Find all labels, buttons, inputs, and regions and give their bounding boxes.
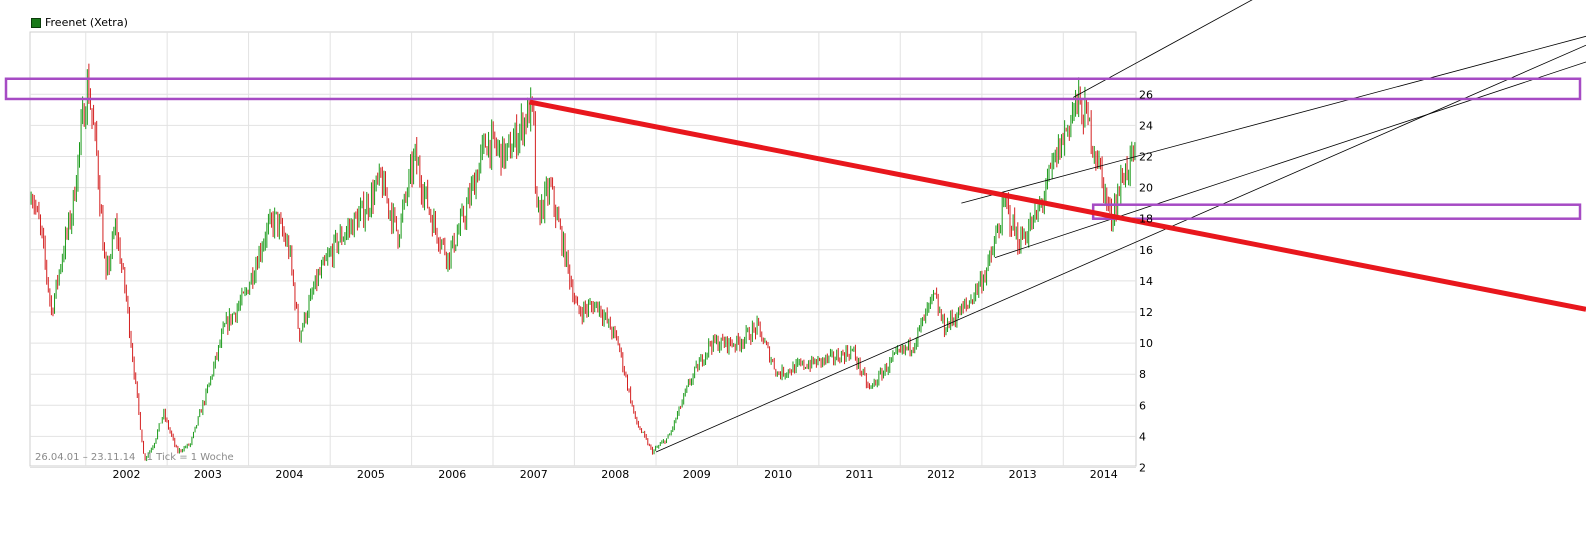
plot-frame: [29, 31, 1137, 467]
x-tick-label: 2005: [357, 468, 385, 481]
grid: [29, 31, 1137, 468]
channel-line: [655, 44, 1586, 453]
y-tick-label: 22: [1139, 151, 1153, 164]
y-tick-label: 4: [1139, 430, 1146, 443]
footer-range: 26.04.01 – 23.11.14 1 Tick = 1 Woche: [35, 452, 234, 463]
trend: [529, 99, 1586, 312]
channel-line: [1073, 0, 1253, 98]
y-tick-label: 14: [1139, 275, 1153, 288]
channel-line: [961, 35, 1586, 204]
y-tick-label: 20: [1139, 182, 1153, 195]
candles: [30, 63, 1136, 462]
x-tick-label: 2007: [520, 468, 548, 481]
x-tick-label: 2010: [764, 468, 792, 481]
footer-tick-text: 1 Tick = 1 Woche: [147, 452, 234, 463]
y-tick-label: 2: [1139, 462, 1146, 475]
y-tick-label: 10: [1139, 337, 1153, 350]
legend-swatch: [31, 17, 41, 28]
x-tick-label: 2009: [683, 468, 711, 481]
y-tick-label: 6: [1139, 399, 1146, 412]
red-trendline: [529, 99, 1586, 312]
legend-label: Freenet (Xetra): [45, 16, 128, 29]
legend: Freenet (Xetra): [31, 16, 128, 29]
y-tick-label: 12: [1139, 306, 1153, 319]
y-tick-label: 16: [1139, 244, 1153, 257]
resistance-zone: [4, 77, 1582, 101]
y-tick-label: 24: [1139, 119, 1153, 132]
x-tick-label: 2014: [1090, 468, 1118, 481]
x-tick-label: 2008: [601, 468, 629, 481]
y-tick-label: 26: [1139, 88, 1153, 101]
channel-line: [994, 61, 1586, 258]
zones: [4, 77, 1582, 220]
x-tick-label: 2012: [927, 468, 955, 481]
x-tick-label: 2004: [275, 468, 303, 481]
x-tick-label: 2013: [1009, 468, 1037, 481]
y-tick-label: 8: [1139, 368, 1146, 381]
x-tick-label: 2003: [194, 468, 222, 481]
x-tick-label: 2006: [438, 468, 466, 481]
x-tick-label: 2011: [846, 468, 874, 481]
support-zone: [1091, 203, 1582, 220]
channel-lines: [655, 0, 1586, 453]
y-tick-label: 18: [1139, 213, 1153, 226]
footer-range-text: 26.04.01 – 23.11.14: [35, 452, 135, 463]
x-tick-label: 2002: [112, 468, 140, 481]
